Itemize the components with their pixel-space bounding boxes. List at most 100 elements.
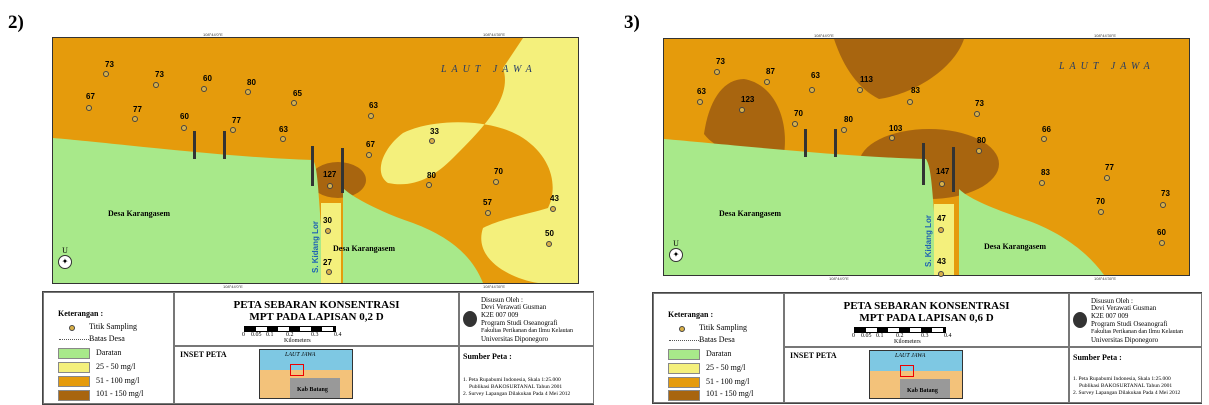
inset-map: LAUT JAWA Kab Batang — [869, 350, 963, 399]
sampling-point — [201, 86, 207, 92]
sampling-point — [230, 127, 236, 133]
sea-label: LAUT JAWA — [441, 64, 537, 75]
sampling-point — [907, 99, 913, 105]
point-value: 123 — [741, 95, 755, 104]
point-value: 43 — [550, 194, 559, 203]
point-value: 103 — [889, 124, 903, 133]
sea-label: LAUT JAWA — [1059, 61, 1155, 72]
sampling-point — [1041, 136, 1047, 142]
point-value: 73 — [1161, 189, 1170, 198]
point-value: 83 — [1041, 168, 1050, 177]
sampling-point — [1104, 175, 1110, 181]
sampling-point — [103, 71, 109, 77]
point-value: 67 — [366, 140, 375, 149]
point-value: 83 — [911, 86, 920, 95]
legend-item: 51 - 100 mg/l — [96, 376, 140, 385]
legend-item: Daratan — [96, 348, 122, 357]
inset-heading: INSET PETA — [180, 350, 227, 359]
point-value: 147 — [936, 167, 950, 176]
point-value: 73 — [716, 57, 725, 66]
point-value: 67 — [86, 92, 95, 101]
sampling-point — [764, 79, 770, 85]
point-value: 73 — [155, 70, 164, 79]
legend-item: Titik Sampling — [699, 323, 747, 332]
sampling-point — [245, 89, 251, 95]
sampling-point — [86, 105, 92, 111]
sampling-point — [366, 152, 372, 158]
legend-item: Batas Desa — [89, 334, 125, 343]
legend-item: 101 - 150 mg/l — [96, 389, 144, 398]
sampling-point — [792, 121, 798, 127]
point-value: 80 — [844, 115, 853, 124]
sampling-point — [326, 269, 332, 275]
village-label: Desa Karangasem — [719, 209, 781, 218]
sampling-point — [280, 136, 286, 142]
sampling-point — [368, 113, 374, 119]
village-label: Desa Karangasem — [984, 242, 1046, 251]
point-value: 60 — [1157, 228, 1166, 237]
sampling-point — [697, 99, 703, 105]
point-value: 77 — [232, 116, 241, 125]
village-label: Desa Karangasem — [333, 244, 395, 253]
sampling-point — [550, 206, 556, 212]
sampling-point — [132, 116, 138, 122]
sampling-point — [429, 138, 435, 144]
university-logo-icon — [1073, 312, 1087, 328]
scale-bar — [854, 327, 946, 333]
point-value: 43 — [937, 257, 946, 266]
sampling-point — [485, 210, 491, 216]
sampling-point — [974, 111, 980, 117]
point-value: 63 — [811, 71, 820, 80]
village-label: Desa Karangasem — [108, 209, 170, 218]
point-value: 30 — [323, 216, 332, 225]
point-value: 87 — [766, 67, 775, 76]
map-legend: Keterangan : Titik Sampling Batas Desa D… — [42, 291, 594, 405]
legend-item: 25 - 50 mg/l — [706, 363, 746, 372]
point-value: 127 — [323, 170, 337, 179]
sampling-point — [739, 107, 745, 113]
river-label: S. Kidang Lor — [924, 215, 933, 267]
map-frame: 108°44'0"E 108°44'30"E 108°44'0"E 108°44… — [663, 33, 1190, 281]
sampling-point — [1159, 240, 1165, 246]
sampling-point — [181, 125, 187, 131]
panel-label: 2) — [8, 12, 24, 33]
map-legend: Keterangan : Titik Sampling Batas Desa D… — [652, 292, 1202, 404]
point-value: 73 — [105, 60, 114, 69]
point-value: 80 — [247, 78, 256, 87]
point-value: 27 — [323, 258, 332, 267]
north-arrow-icon: U ✦ — [58, 246, 72, 270]
point-value: 47 — [937, 214, 946, 223]
point-value: 63 — [279, 125, 288, 134]
sampling-point — [153, 82, 159, 88]
point-value: 80 — [977, 136, 986, 145]
legend-heading: Keterangan : — [58, 309, 104, 318]
legend-item: Batas Desa — [699, 335, 735, 344]
sampling-point — [325, 228, 331, 234]
point-value: 77 — [133, 105, 142, 114]
legend-item: 51 - 100 mg/l — [706, 377, 750, 386]
sampling-point — [426, 182, 432, 188]
point-value: 57 — [483, 198, 492, 207]
sampling-point — [714, 69, 720, 75]
legend-heading: Keterangan : — [668, 310, 714, 319]
point-value: 65 — [293, 89, 302, 98]
point-value: 77 — [1105, 163, 1114, 172]
point-value: 60 — [203, 74, 212, 83]
point-value: 73 — [975, 99, 984, 108]
sampling-point — [327, 183, 333, 189]
point-value: 63 — [369, 101, 378, 110]
sampling-point — [546, 241, 552, 247]
scale-bar — [244, 326, 336, 332]
map-title: PETA SEBARAN KONSENTRASI MPT PADA LAPISAN… — [843, 300, 1010, 324]
sampling-point — [938, 271, 944, 277]
legend-item: Titik Sampling — [89, 322, 137, 331]
sampling-point — [1039, 180, 1045, 186]
point-value: 60 — [180, 112, 189, 121]
sampling-point — [1098, 209, 1104, 215]
legend-item: Daratan — [706, 349, 732, 358]
sampling-point — [939, 181, 945, 187]
point-value: 70 — [794, 109, 803, 118]
sampling-point-icon — [679, 326, 685, 332]
point-value: 70 — [1096, 197, 1105, 206]
point-value: 80 — [427, 171, 436, 180]
